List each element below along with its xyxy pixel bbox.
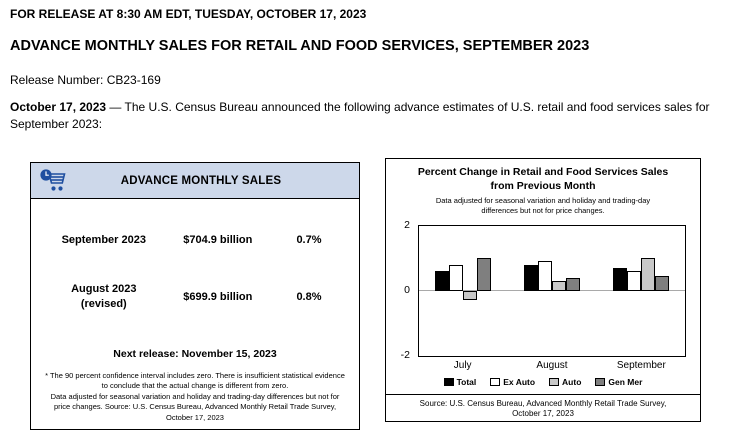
bar-august-gen-mer xyxy=(566,277,580,291)
bar-september-gen-mer xyxy=(654,275,669,291)
bar-july-ex-auto xyxy=(449,264,464,291)
legend-item-gen-mer: Gen Mer xyxy=(595,377,642,387)
chart-legend: Total Ex Auto Auto Gen Mer xyxy=(386,377,700,387)
sales-value: $699.9 billion xyxy=(183,290,253,303)
bar-chart: 2 0 -2 July August September xyxy=(401,218,686,371)
y-tick--2: -2 xyxy=(400,348,410,361)
chart-plot xyxy=(418,224,686,357)
legend-label: Gen Mer xyxy=(608,376,643,387)
chart-subtitle: Data adjusted for seasonal variation and… xyxy=(435,196,651,216)
bar-august-total xyxy=(524,264,538,291)
sales-box-footnote: * The 90 percent confidence interval inc… xyxy=(45,370,345,422)
legend-label: Ex Auto xyxy=(503,376,536,387)
intro-date: October 17, 2023 xyxy=(10,100,107,114)
sales-change: 0.8% xyxy=(296,290,322,303)
sales-row-august: August 2023 (revised) $699.9 billion 0.8… xyxy=(31,282,359,312)
y-axis: 2 0 -2 xyxy=(392,218,414,361)
sales-change: 0.7% xyxy=(296,234,322,247)
bar-september-total xyxy=(612,267,627,291)
sales-box-header: ADVANCE MONTHLY SALES xyxy=(31,163,359,199)
bar-august-ex-auto xyxy=(538,261,552,291)
page-title: ADVANCE MONTHLY SALES FOR RETAIL AND FOO… xyxy=(10,38,590,54)
x-axis-labels: July August September xyxy=(418,360,686,371)
bar-september-auto xyxy=(640,258,655,291)
zero-gridline xyxy=(419,290,685,292)
bar-september-ex-auto xyxy=(626,271,641,291)
x-label-july: July xyxy=(453,359,472,371)
legend-label: Auto xyxy=(562,376,582,387)
bar-july-total xyxy=(435,271,450,291)
release-number: Release Number: CB23-169 xyxy=(10,73,161,87)
legend-item-ex-auto: Ex Auto xyxy=(490,377,535,387)
bar-july-auto xyxy=(463,290,478,301)
shopping-cart-clock-icon xyxy=(39,168,71,194)
bar-august-auto xyxy=(552,280,566,291)
legend-item-total: Total xyxy=(443,376,477,387)
y-tick-2: 2 xyxy=(404,218,410,231)
release-line: FOR RELEASE AT 8:30 AM EDT, TUESDAY, OCT… xyxy=(10,7,367,21)
chart-source: Source: U.S. Census Bureau, Advanced Mon… xyxy=(386,393,700,421)
y-tick-0: 0 xyxy=(404,283,410,296)
sales-row-september: September 2023 $704.9 billion 0.7% xyxy=(31,233,359,248)
legend-label: Total xyxy=(456,376,477,387)
intro-text: — The U.S. Census Bureau announced the f… xyxy=(10,100,710,132)
legend-swatch-gen-mer xyxy=(595,377,606,386)
legend-item-auto: Auto xyxy=(549,377,581,387)
chart-title: Percent Change in Retail and Food Servic… xyxy=(417,166,669,192)
sales-box-title: ADVANCE MONTHLY SALES xyxy=(120,174,282,187)
legend-swatch-auto xyxy=(549,377,560,386)
x-label-august: August xyxy=(536,359,568,371)
sales-period: September 2023 xyxy=(61,234,146,246)
sales-period: August 2023 (revised) xyxy=(71,282,137,310)
press-release-header: FOR RELEASE AT 8:30 AM EDT, TUESDAY, OCT… xyxy=(10,7,722,134)
next-release-note: Next release: November 15, 2023 xyxy=(113,347,277,360)
x-label-september: September xyxy=(616,359,666,371)
chart-box: Percent Change in Retail and Food Servic… xyxy=(385,158,701,422)
sales-value: $704.9 billion xyxy=(183,234,253,247)
bar-july-gen-mer xyxy=(477,258,492,291)
intro-paragraph: October 17, 2023 — The U.S. Census Burea… xyxy=(10,99,722,134)
legend-swatch-ex-auto xyxy=(490,377,501,386)
advance-monthly-sales-box: ADVANCE MONTHLY SALES September 2023 $70… xyxy=(30,162,360,430)
legend-swatch-total xyxy=(443,377,454,386)
